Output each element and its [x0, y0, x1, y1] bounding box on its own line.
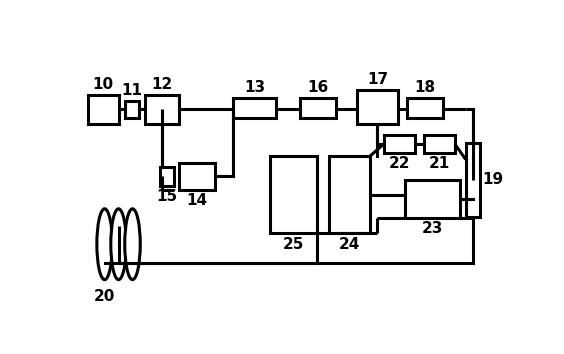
Text: 11: 11 — [121, 83, 142, 98]
Text: 16: 16 — [307, 80, 328, 95]
Bar — [329, 156, 369, 233]
Text: 14: 14 — [186, 193, 208, 209]
Text: 17: 17 — [367, 72, 388, 87]
Text: 10: 10 — [92, 77, 113, 92]
Bar — [300, 98, 336, 118]
Text: 20: 20 — [94, 289, 115, 304]
Bar — [466, 143, 480, 217]
Text: 22: 22 — [389, 156, 410, 171]
Ellipse shape — [125, 209, 140, 280]
Bar — [87, 95, 118, 124]
Bar — [160, 167, 174, 186]
Text: 13: 13 — [244, 80, 265, 95]
Text: 24: 24 — [339, 236, 360, 252]
Text: 18: 18 — [414, 80, 435, 95]
Bar — [384, 135, 415, 153]
Text: 21: 21 — [429, 156, 450, 171]
Text: 23: 23 — [422, 221, 443, 236]
Text: 19: 19 — [483, 172, 504, 187]
Text: 25: 25 — [283, 236, 305, 252]
Bar — [271, 156, 317, 233]
Bar — [406, 179, 460, 218]
Ellipse shape — [111, 209, 126, 280]
Bar — [357, 90, 398, 124]
Bar — [233, 98, 276, 118]
Bar — [407, 98, 443, 118]
Text: 15: 15 — [157, 189, 178, 204]
Text: 12: 12 — [151, 77, 173, 92]
Bar — [424, 135, 455, 153]
Ellipse shape — [97, 209, 112, 280]
Bar — [125, 101, 139, 118]
Bar — [145, 95, 179, 124]
Bar — [179, 162, 215, 190]
